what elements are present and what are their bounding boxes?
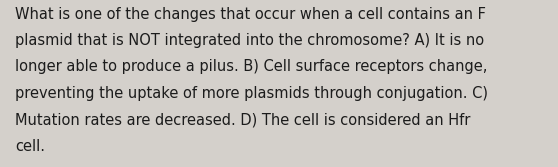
Text: longer able to produce a pilus. B) Cell surface receptors change,: longer able to produce a pilus. B) Cell … [15,59,488,74]
Text: Mutation rates are decreased. D) The cell is considered an Hfr: Mutation rates are decreased. D) The cel… [15,112,470,127]
Text: plasmid that is NOT integrated into the chromosome? A) It is no: plasmid that is NOT integrated into the … [15,33,484,48]
Text: preventing the uptake of more plasmids through conjugation. C): preventing the uptake of more plasmids t… [15,86,488,101]
Text: What is one of the changes that occur when a cell contains an F: What is one of the changes that occur wh… [15,7,486,22]
Text: cell.: cell. [15,139,45,154]
